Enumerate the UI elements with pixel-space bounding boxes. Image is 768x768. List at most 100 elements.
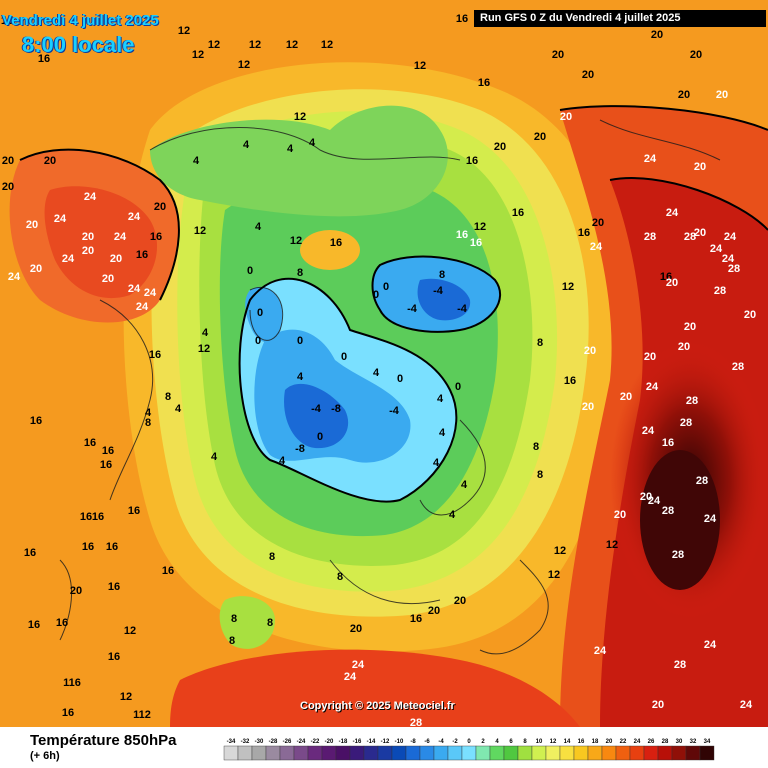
isotherm-label: 12 (192, 49, 204, 61)
isotherm-label: 20 (684, 321, 696, 333)
isotherm-label: 24 (54, 213, 67, 225)
isotherm-label: 16 (100, 459, 112, 471)
isotherm-label: 12 (194, 225, 206, 237)
isotherm-label: 16 (564, 375, 576, 387)
isotherm-label: 0 (297, 335, 303, 347)
isotherm-label: 20 (582, 401, 594, 413)
isotherm-label: 24 (722, 253, 735, 265)
isotherm-label: 16 (28, 619, 40, 631)
isotherm-label: 4 (297, 371, 304, 383)
isotherm-label: 24 (144, 287, 157, 299)
isotherm-label: 16 (470, 237, 482, 249)
isotherm-label: 24 (8, 271, 21, 283)
scale-swatch (307, 745, 323, 761)
copyright-text: Copyright © 2025 Meteociel.fr (300, 700, 455, 712)
isotherm-label: 20 (26, 219, 38, 231)
isotherm-label: 12 (548, 569, 560, 581)
isotherm-label: 16 (660, 271, 672, 283)
scale-swatch (657, 745, 673, 761)
isotherm-label: 4 (461, 479, 468, 491)
isotherm-label: 16 (149, 349, 161, 361)
isotherm-label: 24 (128, 211, 141, 223)
isotherm-label: 8 (165, 391, 171, 403)
scale-tick-label: 14 (564, 739, 571, 745)
scale-swatch (461, 745, 477, 761)
zone-green-north (150, 105, 448, 217)
isotherm-label: 20 (102, 273, 114, 285)
isotherm-label: 24 (666, 207, 679, 219)
isotherm-label: 20 (651, 29, 663, 41)
isotherm-label: 20 (652, 699, 664, 711)
isotherm-label: 4 (279, 455, 286, 467)
isotherm-label: 16 (24, 547, 36, 559)
scale-tick-label: -18 (339, 739, 348, 745)
isotherm-label: 4 (449, 509, 456, 521)
isotherm-label: 16 (578, 227, 590, 239)
scale-swatch (265, 745, 281, 761)
isotherm-label: -4 (389, 405, 400, 417)
scale-swatch (643, 745, 659, 761)
legend-bar: Température 850hPa (+ 6h) -34 -32 -30 -28 -2… (0, 727, 768, 768)
isotherm-label: 28 (672, 549, 684, 561)
isotherm-label: 8 (537, 469, 543, 481)
scale-tick-label: -34 (227, 739, 236, 745)
scale-swatch (545, 745, 561, 761)
isotherm-label: 28 (410, 717, 422, 727)
isotherm-label: 4 (309, 137, 316, 149)
scale-tick-label: -32 (241, 739, 250, 745)
scale-swatch (503, 745, 519, 761)
isotherm-label: 20 (744, 309, 756, 321)
isotherm-label: 16 (102, 445, 114, 457)
isotherm-label: 16 (108, 651, 120, 663)
isotherm-label: 4 (202, 327, 209, 339)
isotherm-label: 16 (108, 581, 120, 593)
isotherm-label: 16 (410, 613, 422, 625)
isotherm-label: 24 (128, 283, 141, 295)
isotherm-label: 28 (696, 475, 708, 487)
isotherm-label: 8 (337, 571, 343, 583)
isotherm-label: 20 (428, 605, 440, 617)
zone-siberia-core (417, 278, 471, 321)
isotherm-label: 28 (686, 395, 698, 407)
isotherm-label: 28 (644, 231, 656, 243)
scale-swatch (447, 745, 463, 761)
isotherm-label: -8 (295, 443, 305, 455)
scale-tick-label: -6 (424, 739, 430, 745)
isotherm-label: 0 (341, 351, 347, 363)
isotherm-label: 12 (321, 39, 333, 51)
isotherm-label: 20 (154, 201, 166, 213)
scale-swatch (237, 745, 253, 761)
isotherm-label: 24 (724, 231, 737, 243)
isotherm-label: 28 (662, 505, 674, 517)
scale-swatch (531, 745, 547, 761)
isotherm-label: 24 (710, 243, 723, 255)
isotherm-label: 20 (582, 69, 594, 81)
isotherm-label: 12 (554, 545, 566, 557)
scale-swatch (671, 745, 687, 761)
isotherm-label: 16 (330, 237, 342, 249)
isotherm-label: 20 (110, 253, 122, 265)
isotherm-label: 8 (269, 551, 275, 563)
isotherm-label: 8 (229, 635, 235, 647)
scale-swatch (615, 745, 631, 761)
scale-tick-label: 0 (467, 739, 471, 745)
isotherm-label: 28 (684, 231, 696, 243)
isotherm-label: 0 (383, 281, 389, 293)
scale-tick-label: -20 (325, 739, 334, 745)
scale-swatch (573, 745, 589, 761)
scale-swatch (433, 745, 449, 761)
isotherm-label: 24 (84, 191, 97, 203)
zone-warm-south (170, 649, 580, 727)
isotherm-label: 20 (534, 131, 546, 143)
isotherm-label: 16 (56, 617, 68, 629)
isotherm-label: 16 (84, 437, 96, 449)
isotherm-label: 20 (494, 141, 506, 153)
scale-tick-label: 18 (592, 739, 599, 745)
isotherm-label: -4 (311, 403, 322, 415)
isotherm-label: 12 (414, 60, 426, 72)
scale-tick-label: 20 (606, 739, 613, 745)
isotherm-label: 24 (704, 639, 717, 651)
isotherm-label: 4 (439, 427, 446, 439)
scale-tick-label: 32 (690, 739, 697, 745)
